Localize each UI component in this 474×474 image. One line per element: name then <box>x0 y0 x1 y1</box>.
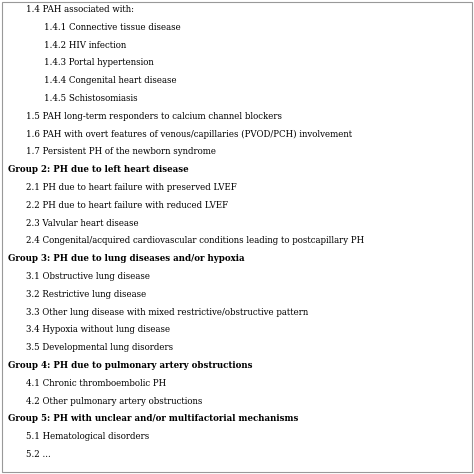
Text: 2.3 Valvular heart disease: 2.3 Valvular heart disease <box>26 219 138 228</box>
Text: 5.2 ...: 5.2 ... <box>26 450 51 459</box>
Text: Group 3: PH due to lung diseases and/or hypoxia: Group 3: PH due to lung diseases and/or … <box>8 254 245 263</box>
Text: 2.4 Congenital/acquired cardiovascular conditions leading to postcapillary PH: 2.4 Congenital/acquired cardiovascular c… <box>26 237 364 246</box>
Text: 1.4.3 Portal hypertension: 1.4.3 Portal hypertension <box>44 58 154 67</box>
Text: 1.4.5 Schistosomiasis: 1.4.5 Schistosomiasis <box>44 94 137 103</box>
Text: 4.2 Other pulmonary artery obstructions: 4.2 Other pulmonary artery obstructions <box>26 397 202 406</box>
Text: Group 4: PH due to pulmonary artery obstructions: Group 4: PH due to pulmonary artery obst… <box>8 361 253 370</box>
Text: 3.2 Restrictive lung disease: 3.2 Restrictive lung disease <box>26 290 146 299</box>
Text: 2.1 PH due to heart failure with preserved LVEF: 2.1 PH due to heart failure with preserv… <box>26 183 237 192</box>
Text: 1.5 PAH long-term responders to calcium channel blockers: 1.5 PAH long-term responders to calcium … <box>26 112 282 121</box>
Text: 1.4 PAH associated with:: 1.4 PAH associated with: <box>26 5 134 14</box>
Text: 2.2 PH due to heart failure with reduced LVEF: 2.2 PH due to heart failure with reduced… <box>26 201 228 210</box>
Text: 1.4.4 Congenital heart disease: 1.4.4 Congenital heart disease <box>44 76 177 85</box>
Text: 1.7 Persistent PH of the newborn syndrome: 1.7 Persistent PH of the newborn syndrom… <box>26 147 216 156</box>
Text: 5.1 Hematological disorders: 5.1 Hematological disorders <box>26 432 149 441</box>
Text: 4.1 Chronic thromboembolic PH: 4.1 Chronic thromboembolic PH <box>26 379 166 388</box>
Text: Group 5: PH with unclear and/or multifactorial mechanisms: Group 5: PH with unclear and/or multifac… <box>8 414 298 423</box>
Text: 3.3 Other lung disease with mixed restrictive/obstructive pattern: 3.3 Other lung disease with mixed restri… <box>26 308 308 317</box>
Text: 1.6 PAH with overt features of venous/capillaries (PVOD/PCH) involvement: 1.6 PAH with overt features of venous/ca… <box>26 129 352 139</box>
Text: Group 2: PH due to left heart disease: Group 2: PH due to left heart disease <box>8 165 189 174</box>
Text: 3.4 Hypoxia without lung disease: 3.4 Hypoxia without lung disease <box>26 325 170 334</box>
Text: 1.4.2 HIV infection: 1.4.2 HIV infection <box>44 41 126 50</box>
Text: 3.5 Developmental lung disorders: 3.5 Developmental lung disorders <box>26 343 173 352</box>
Text: 1.4.1 Connective tissue disease: 1.4.1 Connective tissue disease <box>44 23 181 32</box>
Text: 3.1 Obstructive lung disease: 3.1 Obstructive lung disease <box>26 272 150 281</box>
